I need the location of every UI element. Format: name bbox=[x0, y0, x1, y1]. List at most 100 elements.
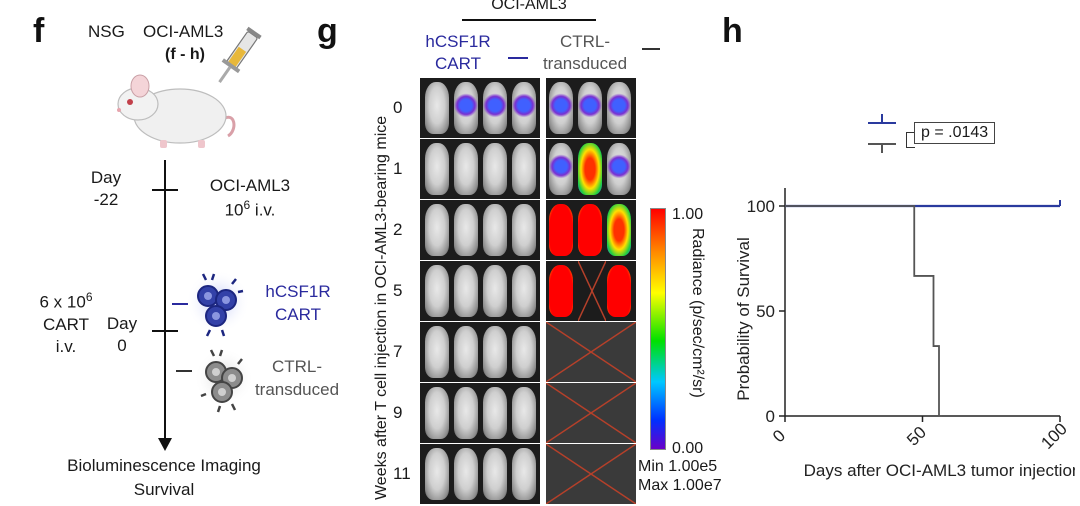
deceased-cross bbox=[578, 261, 606, 321]
x-tick-label: 50 bbox=[903, 423, 930, 450]
panel-g-letter: g bbox=[317, 12, 338, 50]
mouse-illustration bbox=[117, 74, 236, 148]
mouse-image bbox=[483, 82, 507, 134]
mouse-image bbox=[512, 204, 536, 256]
mouse-image bbox=[483, 448, 507, 500]
mouse-image bbox=[512, 143, 536, 195]
mouse-image bbox=[512, 82, 536, 134]
x-tick-label: 100 bbox=[1037, 419, 1070, 452]
deceased-cross bbox=[546, 322, 636, 382]
mouse-image bbox=[549, 143, 573, 195]
mouse-image bbox=[607, 204, 631, 256]
mouse-image bbox=[425, 448, 449, 500]
y-axis-title: Probability of Survival bbox=[734, 237, 753, 400]
mouse-image bbox=[512, 448, 536, 500]
tick-day-neg22 bbox=[152, 189, 178, 191]
cart-image-row bbox=[420, 139, 540, 199]
group-ctrl-swatch bbox=[642, 48, 660, 50]
readout-label: Bioluminescence Imaging Survival bbox=[67, 456, 261, 499]
mouse-image bbox=[512, 265, 536, 317]
panel-h-letter: h bbox=[722, 12, 743, 50]
mouse-image bbox=[454, 265, 478, 317]
g-y-axis-label: Weeks after T cell injection in OCI-AML3… bbox=[373, 115, 390, 500]
mouse-image bbox=[483, 387, 507, 439]
tick-day-0 bbox=[152, 330, 178, 332]
mouse-image bbox=[483, 326, 507, 378]
ctrl-image-row bbox=[546, 444, 636, 504]
week-label: 7 bbox=[393, 342, 403, 361]
group-hcsf1r-swatch bbox=[508, 57, 528, 59]
cart-image-row bbox=[420, 383, 540, 443]
hcsf1r-cart-label: hCSF1R CART bbox=[265, 282, 331, 324]
colorbar-max-label: 1.00 bbox=[672, 206, 704, 223]
cart-cells-icon bbox=[186, 270, 250, 337]
mouse-image bbox=[607, 265, 631, 317]
km-survival-chart: 0 50 100 0 50 100 Days after OCI-AML3 tumor in… bbox=[734, 188, 1075, 480]
mouse-image bbox=[454, 143, 478, 195]
ctrl-image-row bbox=[546, 322, 636, 382]
min-value-label: Min 1.00e5 bbox=[638, 458, 718, 475]
week-label: 0 bbox=[393, 98, 403, 117]
x-axis-title: Days after OCI-AML3 tumor injection bbox=[804, 461, 1075, 480]
syringe-icon bbox=[218, 26, 262, 83]
cart-image-row bbox=[420, 322, 540, 382]
mouse-image bbox=[483, 143, 507, 195]
g-cell-line-label: OCI-AML3 bbox=[491, 0, 567, 13]
group-ctrl-label: CTRL- transduced bbox=[542, 32, 628, 73]
cart-image-row bbox=[420, 444, 540, 504]
cart-image-row bbox=[420, 261, 540, 321]
mouse-image bbox=[512, 326, 536, 378]
ctrl-cells-icon bbox=[194, 348, 254, 413]
mouse-image bbox=[607, 143, 631, 195]
radiance-colorbar bbox=[650, 208, 666, 450]
mouse-image bbox=[425, 387, 449, 439]
mouse-image bbox=[454, 204, 478, 256]
deceased-cross bbox=[546, 444, 636, 504]
inject-aml3-label: OCI-AML3 106 i.v. bbox=[209, 176, 291, 220]
mouse-image bbox=[454, 448, 478, 500]
mouse-image bbox=[454, 326, 478, 378]
timeline-axis bbox=[164, 160, 166, 442]
ctrl-branch-line bbox=[176, 370, 192, 372]
mouse-image bbox=[425, 82, 449, 134]
panel-f-letter: f bbox=[33, 12, 45, 50]
mouse-image bbox=[578, 82, 602, 134]
mouse-image bbox=[607, 82, 631, 134]
mouse-image bbox=[578, 143, 602, 195]
week-label: 11 bbox=[393, 464, 411, 483]
mouse-image bbox=[549, 82, 573, 134]
week-label: 2 bbox=[393, 220, 403, 239]
pvalue-box: p = .0143 bbox=[914, 122, 996, 144]
mouse-image bbox=[454, 387, 478, 439]
mouse-image bbox=[578, 204, 602, 256]
cart-branch-line bbox=[172, 303, 188, 305]
max-value-label: Max 1.00e7 bbox=[638, 477, 722, 494]
strain-label: NSG bbox=[88, 22, 125, 41]
colorbar-min-label: 0.00 bbox=[672, 440, 704, 457]
group-hcsf1r-label: hCSF1R CART bbox=[425, 32, 491, 73]
ctrl-image-row bbox=[546, 139, 636, 199]
deceased-cross bbox=[546, 383, 636, 443]
g-cell-line-bracket bbox=[462, 19, 596, 21]
cell-line-label: OCI-AML3 bbox=[143, 22, 224, 41]
ctrl-transduced-label: CTRL- transduced bbox=[254, 357, 340, 399]
cart-image-row bbox=[420, 78, 540, 138]
panels-ref-label: (f - h) bbox=[165, 46, 205, 63]
day-0-label: Day 0 bbox=[106, 314, 138, 355]
y-tick-label: 0 bbox=[766, 407, 775, 426]
ctrl-image-row bbox=[546, 200, 636, 260]
x-tick-label: 0 bbox=[769, 426, 789, 446]
pvalue-bracket bbox=[906, 132, 915, 148]
mouse-image bbox=[425, 204, 449, 256]
cart-dose-label: 6 x 106 CART i.v. bbox=[39, 290, 93, 356]
mouse-image bbox=[483, 204, 507, 256]
y-tick-label: 50 bbox=[756, 302, 775, 321]
mouse-image bbox=[425, 326, 449, 378]
week-label: 5 bbox=[393, 281, 403, 300]
mouse-image bbox=[425, 265, 449, 317]
mouse-image bbox=[512, 387, 536, 439]
legend-ctrl-line bbox=[868, 143, 896, 153]
mouse-image bbox=[483, 265, 507, 317]
survival-curve-ctrl bbox=[785, 205, 942, 417]
day-neg22-label: Day -22 bbox=[90, 168, 122, 209]
